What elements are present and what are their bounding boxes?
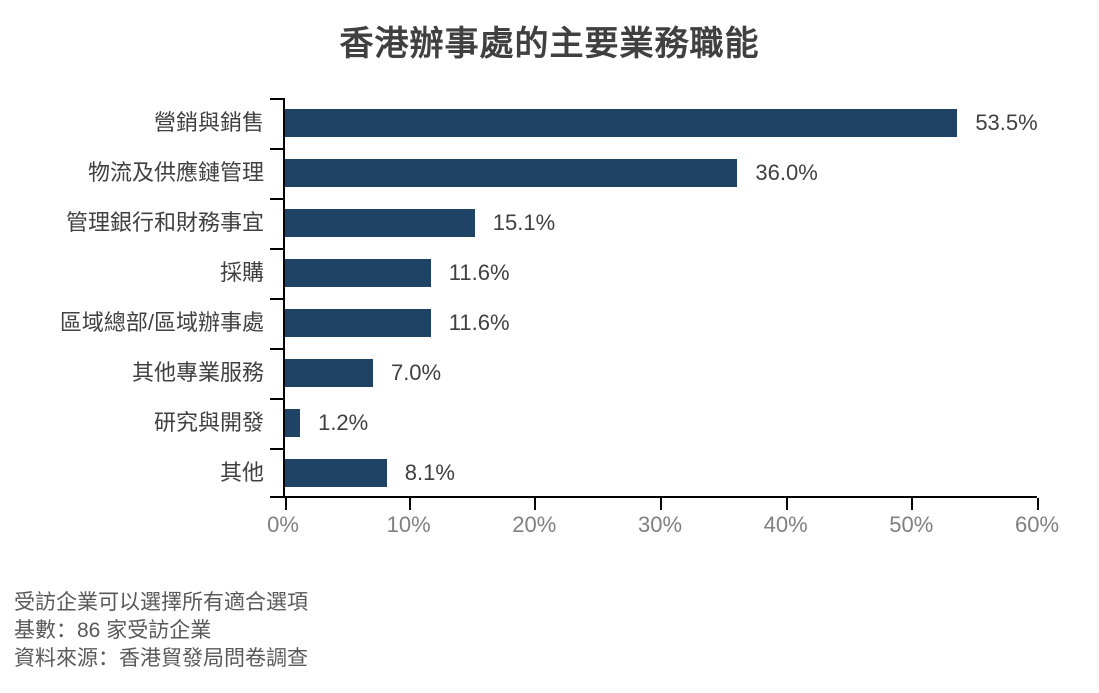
bar-value-label: 8.1% <box>404 460 455 485</box>
y-axis-tick <box>270 348 283 350</box>
x-axis-tick <box>911 498 914 510</box>
category-label: 區域總部/區域辦事處 <box>59 310 264 335</box>
bar <box>285 209 475 237</box>
category-label: 採購 <box>219 260 264 285</box>
bar <box>285 259 431 287</box>
category-label: 研究與開發 <box>153 410 264 435</box>
x-axis-tick-label: 0% <box>267 512 299 537</box>
bar-value-label: 11.6% <box>448 260 510 285</box>
y-axis-tick <box>270 398 283 400</box>
bar-value-label: 15.1% <box>492 210 556 235</box>
y-axis-tick <box>270 298 283 300</box>
category-label: 營銷與銷售 <box>153 110 264 135</box>
bar <box>285 109 958 137</box>
bar <box>285 159 738 187</box>
bar-value-label: 11.6% <box>448 310 510 335</box>
x-axis-tick <box>785 498 788 510</box>
category-label: 其他專業服務 <box>131 360 264 385</box>
x-axis-tick <box>660 498 662 510</box>
footnotes: 受訪企業可以選擇所有適合選項 基數：86 家受訪企業 資料來源：香港貿發局問卷調… <box>14 589 308 673</box>
x-axis-tick <box>534 498 537 510</box>
bar <box>285 459 387 487</box>
bar <box>285 359 373 387</box>
x-axis-tick <box>408 498 411 510</box>
x-axis-tick-label: 60% <box>1014 512 1060 537</box>
bar <box>285 309 431 337</box>
y-axis-tick <box>270 198 283 200</box>
y-axis-tick <box>270 148 283 150</box>
x-axis-tick-label: 10% <box>386 512 431 537</box>
footnote-source-note: 資料來源：香港貿發局問卷調查 <box>14 647 308 670</box>
x-axis-tick-label: 20% <box>512 512 557 537</box>
bar-value-label: 36.0% <box>755 160 818 185</box>
bar-value-label: 53.5% <box>975 110 1038 135</box>
x-axis-tick <box>285 498 287 510</box>
bar-value-label: 7.0% <box>390 360 442 385</box>
category-label: 管理銀行和財務事宜 <box>65 210 264 235</box>
y-axis-tick <box>270 496 283 498</box>
x-axis-tick <box>1037 498 1039 510</box>
footnote-base-note: 基數：86 家受訪企業 <box>14 619 212 642</box>
category-label: 其他 <box>219 460 264 485</box>
bar <box>285 409 301 437</box>
y-axis-tick <box>270 98 283 100</box>
x-axis-tick-labels: 0% 10% 20% 30% 40% 50% 60% <box>267 512 1059 542</box>
y-axis-tick <box>270 448 283 450</box>
x-axis-tick-label: 30% <box>637 512 683 537</box>
x-axis-tick-label: 40% <box>763 512 808 537</box>
y-axis-tick <box>270 248 283 250</box>
plot-area: 53.5% 36.0% 15.1% 11.6% 11.6% 7.0% 1.2% 8.1% <box>270 98 1039 510</box>
chart-title: 香港辦事處的主要業務職能 <box>339 25 760 63</box>
bar-value-label: 1.2% <box>318 410 369 435</box>
y-axis-category-labels: 營銷與銷售物流及供應鏈管理管理銀行和財務事宜採購區域總部/區域辦事處其他專業服務… <box>0 98 264 498</box>
x-axis-tick-label: 50% <box>889 512 934 537</box>
category-label: 物流及供應鏈管理 <box>87 160 264 185</box>
footnote-selection-note: 受訪企業可以選擇所有適合選項 <box>14 591 308 614</box>
